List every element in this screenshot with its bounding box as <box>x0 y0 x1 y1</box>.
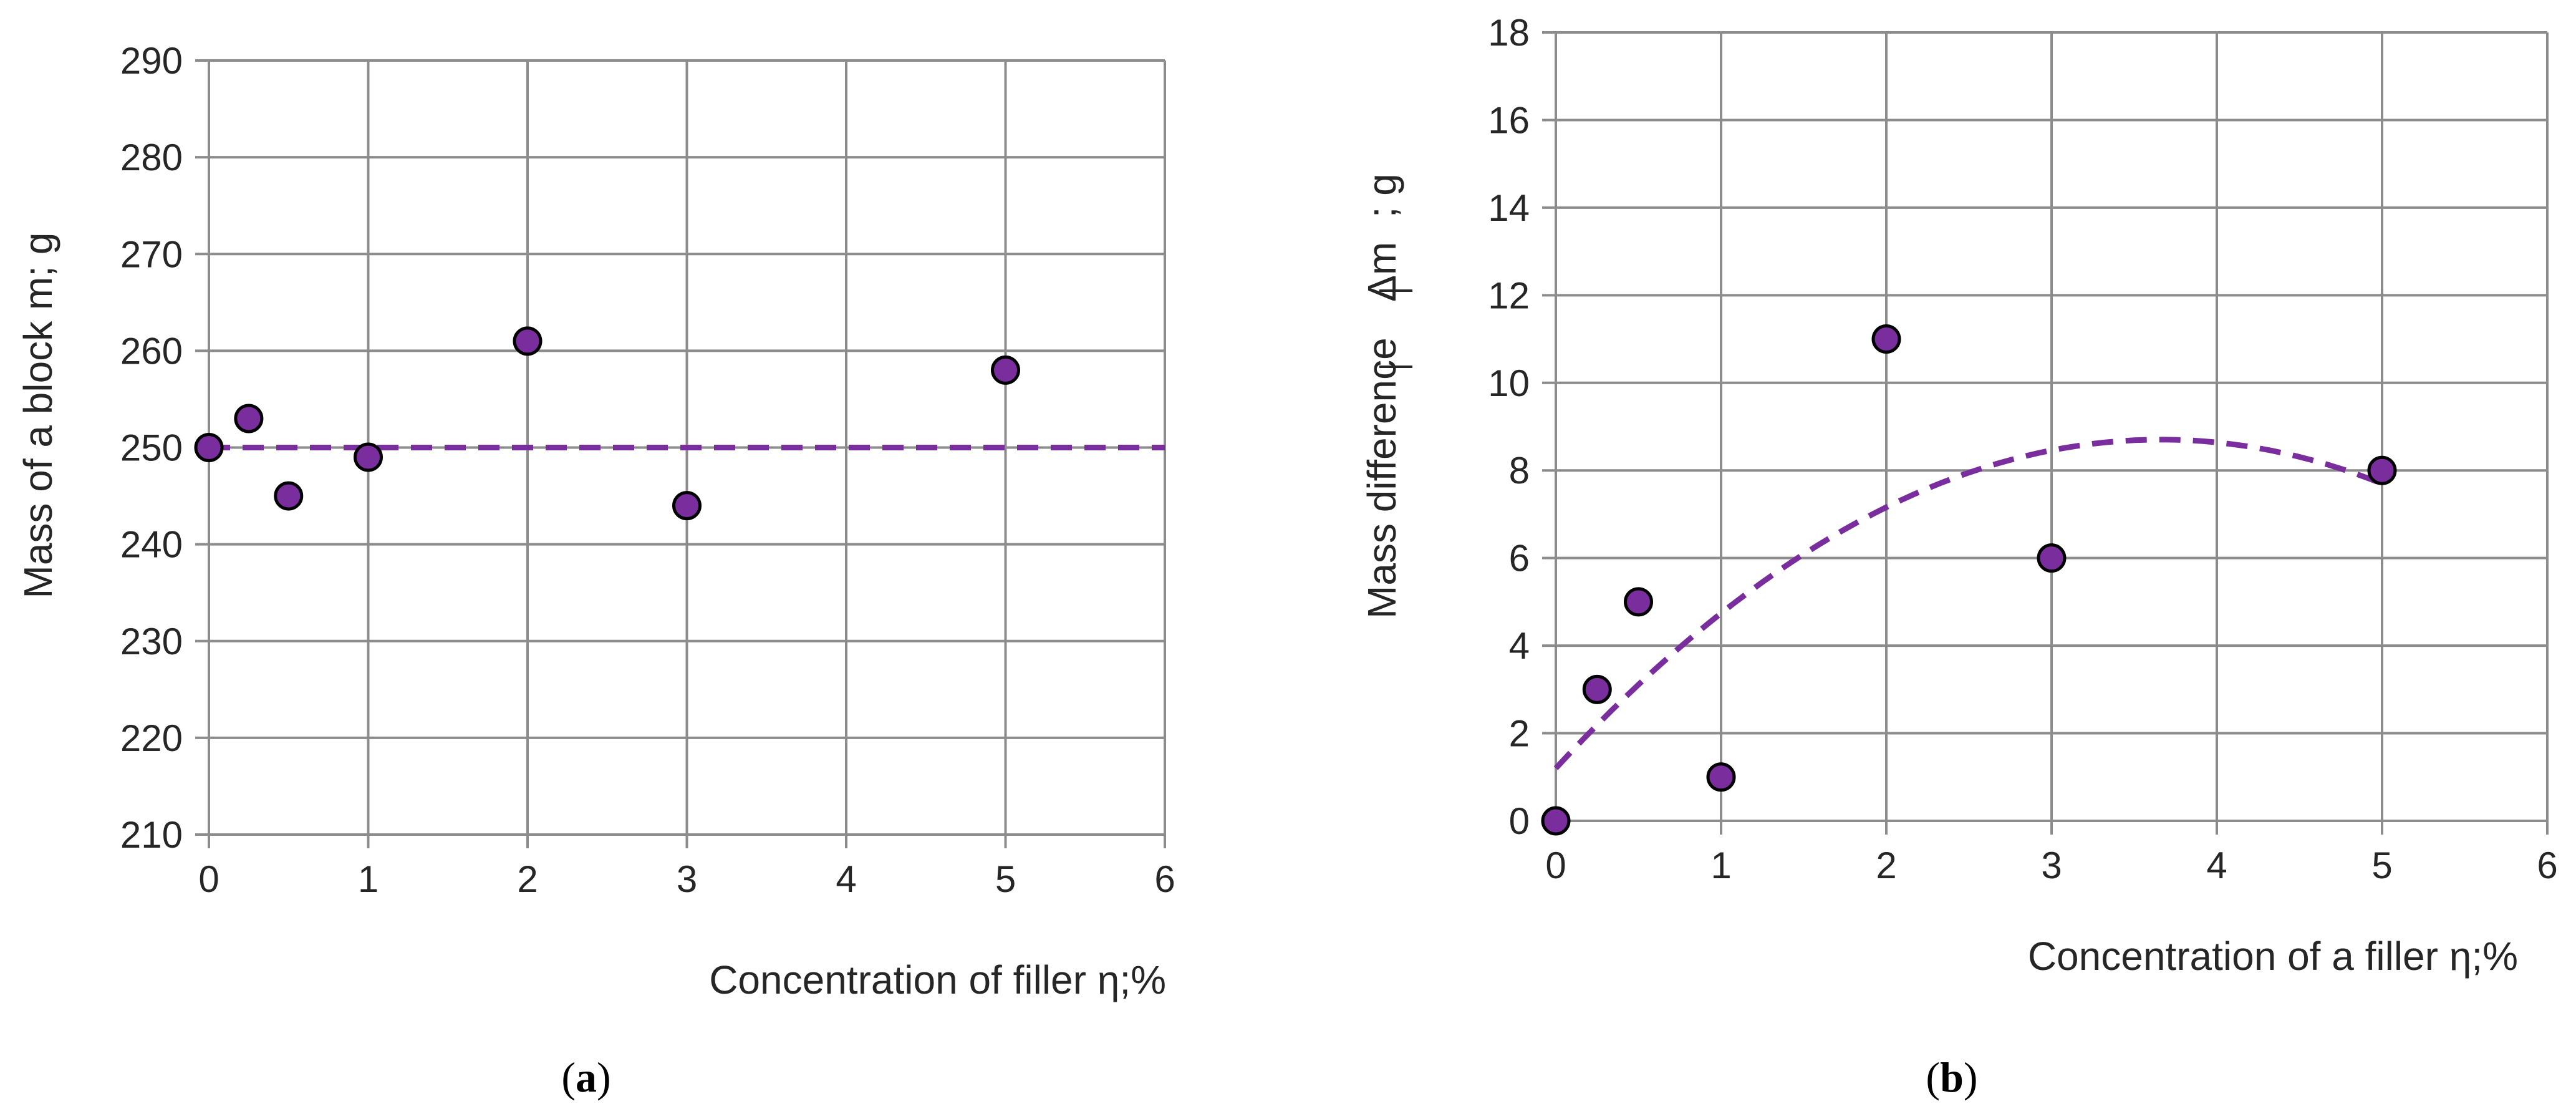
y-axis-label-text: Mass difference <box>1359 337 1404 619</box>
trendline-path <box>1553 437 2383 770</box>
y-axis-label-unit: ; g <box>1359 173 1404 218</box>
y-tick-label: 0 <box>1509 800 1530 842</box>
data-points <box>194 326 1020 521</box>
x-axis-label: Concentration of filler η;% <box>709 957 1166 1002</box>
y-tick-labels: 0 2 4 6 8 10 12 14 16 18 <box>1488 12 1530 842</box>
x-tick-label: 5 <box>2371 845 2392 886</box>
svg-text:Mass differenceΔm; g: Mass difference Δm ; g <box>1359 173 1404 619</box>
x-tick-label: 4 <box>836 858 856 900</box>
y-tick-label: 18 <box>1488 12 1530 54</box>
x-tick-label: 1 <box>1710 845 1731 886</box>
y-tick-label: 210 <box>120 814 183 856</box>
y-tick-label: 250 <box>120 427 183 469</box>
x-tick-label: 5 <box>995 858 1016 900</box>
data-point <box>672 491 702 521</box>
x-tick-label: 0 <box>1545 845 1566 886</box>
data-point <box>991 355 1020 385</box>
chart-panel-a: 0 1 2 3 4 5 6 210 220 230 240 250 260 270 280 290 Conc… <box>16 40 1175 1101</box>
y-tick-label: 16 <box>1488 99 1530 141</box>
gridlines <box>1542 31 2549 835</box>
data-point <box>513 326 543 356</box>
y-tick-label: 8 <box>1509 450 1530 492</box>
x-tick-label: 3 <box>677 858 697 900</box>
data-point <box>1706 762 1736 792</box>
x-tick-label: 6 <box>2537 845 2557 886</box>
abs-bars <box>1379 289 1412 368</box>
gridlines <box>195 59 1166 848</box>
y-axis-label: Mass of a block m; g <box>16 233 60 599</box>
y-tick-label: 6 <box>1509 538 1530 579</box>
y-tick-label: 230 <box>120 621 183 662</box>
data-point <box>1871 324 1901 354</box>
y-axis-label: Mass difference Δm ; g <box>1359 173 1404 619</box>
x-tick-labels: 0 1 2 3 4 5 6 <box>198 858 1175 900</box>
y-tick-label: 270 <box>120 233 183 275</box>
y-tick-labels: 210 220 230 240 250 260 270 280 290 <box>120 40 183 856</box>
x-tick-label: 2 <box>1876 845 1896 886</box>
y-tick-label: 2 <box>1509 713 1530 755</box>
y-axis-label-delta: Δm <box>1359 242 1404 302</box>
data-point <box>234 404 264 434</box>
data-point <box>2367 455 2397 485</box>
data-point <box>2037 543 2067 573</box>
y-tick-label: 260 <box>120 330 183 372</box>
y-tick-label: 4 <box>1509 625 1530 667</box>
x-tick-label: 2 <box>517 858 538 900</box>
x-tick-label: 0 <box>198 858 219 900</box>
data-point <box>1582 674 1612 704</box>
panel-caption-b: (b) <box>1926 1054 1977 1101</box>
data-point <box>1624 587 1653 617</box>
y-tick-label: 14 <box>1488 187 1530 229</box>
x-tick-labels: 0 1 2 3 4 5 6 <box>1545 845 2557 886</box>
y-tick-label: 290 <box>120 40 183 82</box>
x-tick-label: 4 <box>2206 845 2227 886</box>
y-tick-label: 240 <box>120 524 183 566</box>
y-tick-label: 280 <box>120 137 183 178</box>
x-tick-label: 3 <box>2041 845 2062 886</box>
y-tick-label: 12 <box>1488 274 1530 316</box>
y-tick-label: 10 <box>1488 362 1530 404</box>
panel-caption-a: (a) <box>561 1054 610 1101</box>
x-axis-label: Concentration of a filler η;% <box>2028 934 2518 979</box>
y-tick-label: 220 <box>120 717 183 759</box>
data-point <box>194 433 224 462</box>
x-tick-label: 1 <box>358 858 379 900</box>
trendline <box>1553 437 2383 770</box>
data-point <box>354 442 383 472</box>
x-tick-label: 6 <box>1154 858 1175 900</box>
data-points <box>1541 324 2397 836</box>
data-point <box>274 481 304 511</box>
data-point <box>1541 806 1571 836</box>
